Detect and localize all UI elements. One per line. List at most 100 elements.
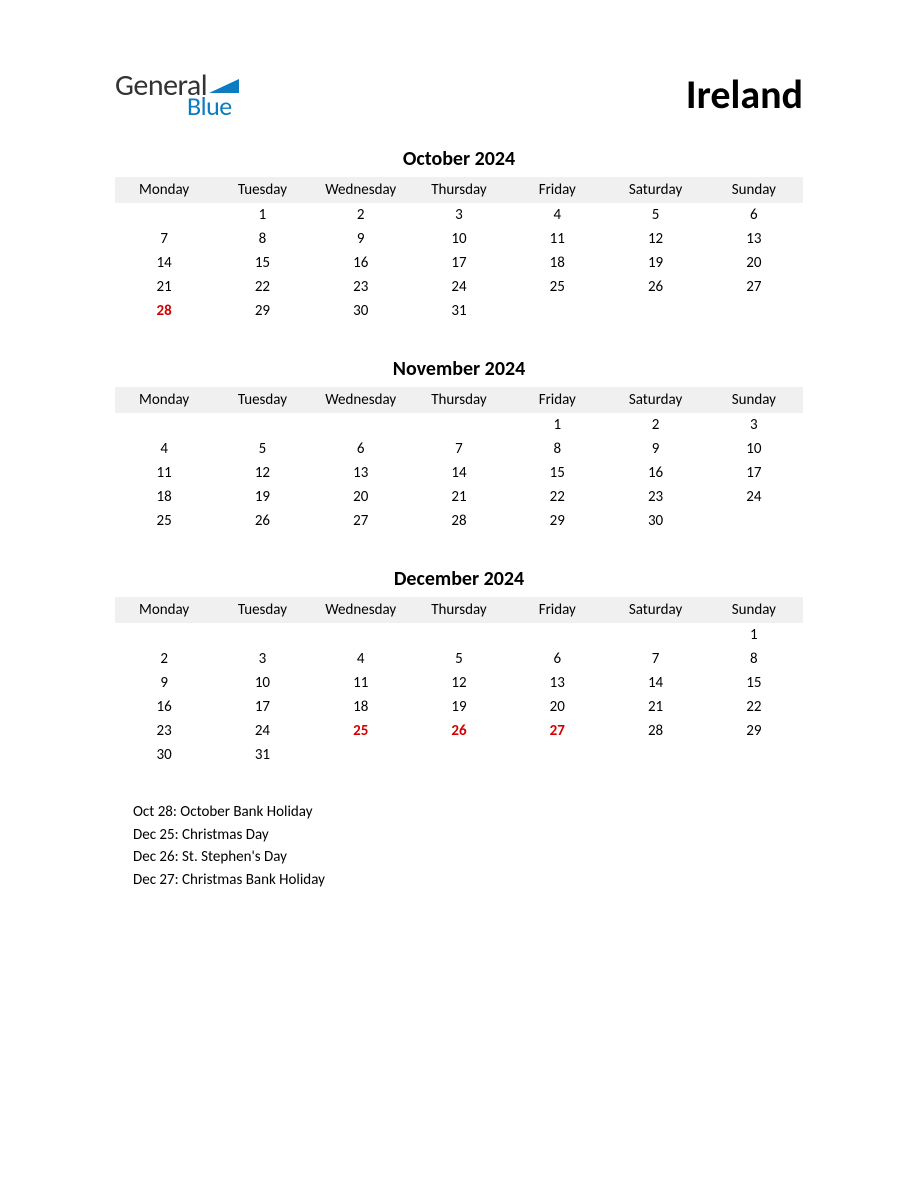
weekday-header: Monday: [115, 597, 213, 623]
calendar-cell: 28: [115, 299, 213, 323]
calendar-cell: [213, 623, 311, 647]
month-title: November 2024: [115, 357, 803, 381]
calendar-row: 1: [115, 623, 803, 647]
calendar-cell: 19: [606, 251, 704, 275]
calendar-cell: 26: [606, 275, 704, 299]
calendar-row: 14151617181920: [115, 251, 803, 275]
calendar-cell: 26: [410, 719, 508, 743]
calendar-cell: [213, 413, 311, 437]
calendar-cell: 4: [115, 437, 213, 461]
month-block: October 2024MondayTuesdayWednesdayThursd…: [115, 147, 803, 323]
calendar-cell: [410, 743, 508, 767]
calendar-row: 2345678: [115, 647, 803, 671]
calendar-cell: 22: [213, 275, 311, 299]
calendar-cell: 22: [508, 485, 606, 509]
month-block: November 2024 MondayTuesdayWednesdayThurs…: [115, 357, 803, 533]
calendar-cell: 29: [705, 719, 803, 743]
calendar-cell: 7: [115, 227, 213, 251]
calendar-cell: [705, 743, 803, 767]
calendar-cell: 30: [606, 509, 704, 533]
calendar-cell: 13: [312, 461, 410, 485]
weekday-header: Thursday: [410, 177, 508, 203]
logo-text-blue: Blue: [187, 93, 239, 119]
weekday-header: Thursday: [410, 597, 508, 623]
calendar-cell: 12: [213, 461, 311, 485]
calendar-cell: [705, 509, 803, 533]
weekday-header: Saturday: [606, 597, 704, 623]
calendar-cell: 25: [312, 719, 410, 743]
weekday-header: Thursday: [410, 387, 508, 413]
calendar-cell: 30: [115, 743, 213, 767]
calendar-cell: [312, 623, 410, 647]
calendar-cell: 8: [213, 227, 311, 251]
calendar-cell: 16: [115, 695, 213, 719]
calendar-cell: 25: [115, 509, 213, 533]
calendar-cell: 2: [606, 413, 704, 437]
calendar-cell: 17: [705, 461, 803, 485]
calendar-cell: 17: [213, 695, 311, 719]
weekday-header: Monday: [115, 177, 213, 203]
calendar-cell: 18: [115, 485, 213, 509]
weekday-header: Saturday: [606, 387, 704, 413]
calendar-cell: 27: [312, 509, 410, 533]
calendar-row: 3031: [115, 743, 803, 767]
calendar-cell: 21: [606, 695, 704, 719]
calendar-cell: 1: [705, 623, 803, 647]
logo: General Blue: [115, 71, 239, 119]
calendar-cell: 24: [213, 719, 311, 743]
month-title: December 2024: [115, 567, 803, 591]
calendar-cell: [606, 743, 704, 767]
weekday-header: Wednesday: [312, 387, 410, 413]
calendar-cell: 25: [508, 275, 606, 299]
calendar-cell: 19: [213, 485, 311, 509]
month-block: December 2024MondayTuesdayWednesdayThurs…: [115, 567, 803, 767]
calendar-cell: 13: [705, 227, 803, 251]
weekday-header: Wednesday: [312, 177, 410, 203]
calendar-row: 45678910: [115, 437, 803, 461]
calendar-cell: [606, 623, 704, 647]
weekday-header: Monday: [115, 387, 213, 413]
calendar-cell: 14: [410, 461, 508, 485]
weekday-header: Sunday: [705, 597, 803, 623]
calendar-cell: [606, 299, 704, 323]
calendar-row: 21222324252627: [115, 275, 803, 299]
calendar-cell: 11: [312, 671, 410, 695]
month-title: October 2024: [115, 147, 803, 171]
weekday-header: Tuesday: [213, 597, 311, 623]
calendar-table: MondayTuesdayWednesdayThursdayFridaySatu…: [115, 387, 803, 533]
weekday-header: Sunday: [705, 177, 803, 203]
calendar-cell: 19: [410, 695, 508, 719]
calendar-cell: 20: [705, 251, 803, 275]
weekday-header: Sunday: [705, 387, 803, 413]
calendar-cell: 24: [705, 485, 803, 509]
weekday-header: Tuesday: [213, 387, 311, 413]
calendar-cell: 28: [410, 509, 508, 533]
calendar-cell: 21: [115, 275, 213, 299]
calendar-cell: 21: [410, 485, 508, 509]
calendar-cell: 31: [213, 743, 311, 767]
calendar-cell: 13: [508, 671, 606, 695]
calendar-cell: [410, 413, 508, 437]
calendar-cell: 15: [705, 671, 803, 695]
calendar-cell: 12: [606, 227, 704, 251]
calendar-cell: [312, 743, 410, 767]
calendar-cell: 6: [508, 647, 606, 671]
calendar-cell: 8: [705, 647, 803, 671]
calendar-cell: 14: [606, 671, 704, 695]
weekday-header: Friday: [508, 387, 606, 413]
holiday-list-item: Dec 27: Christmas Bank Holiday: [133, 869, 803, 892]
calendar-row: 252627282930: [115, 509, 803, 533]
calendar-cell: 2: [115, 647, 213, 671]
calendar-cell: 27: [705, 275, 803, 299]
calendar-cell: 9: [312, 227, 410, 251]
calendar-cell: 10: [410, 227, 508, 251]
calendar-row: 18192021222324: [115, 485, 803, 509]
calendar-cell: 7: [606, 647, 704, 671]
calendar-cell: 15: [213, 251, 311, 275]
calendar-cell: [508, 623, 606, 647]
calendar-cell: 18: [312, 695, 410, 719]
calendar-cell: 14: [115, 251, 213, 275]
calendar-cell: 23: [606, 485, 704, 509]
calendar-cell: 9: [606, 437, 704, 461]
calendar-cell: 29: [213, 299, 311, 323]
